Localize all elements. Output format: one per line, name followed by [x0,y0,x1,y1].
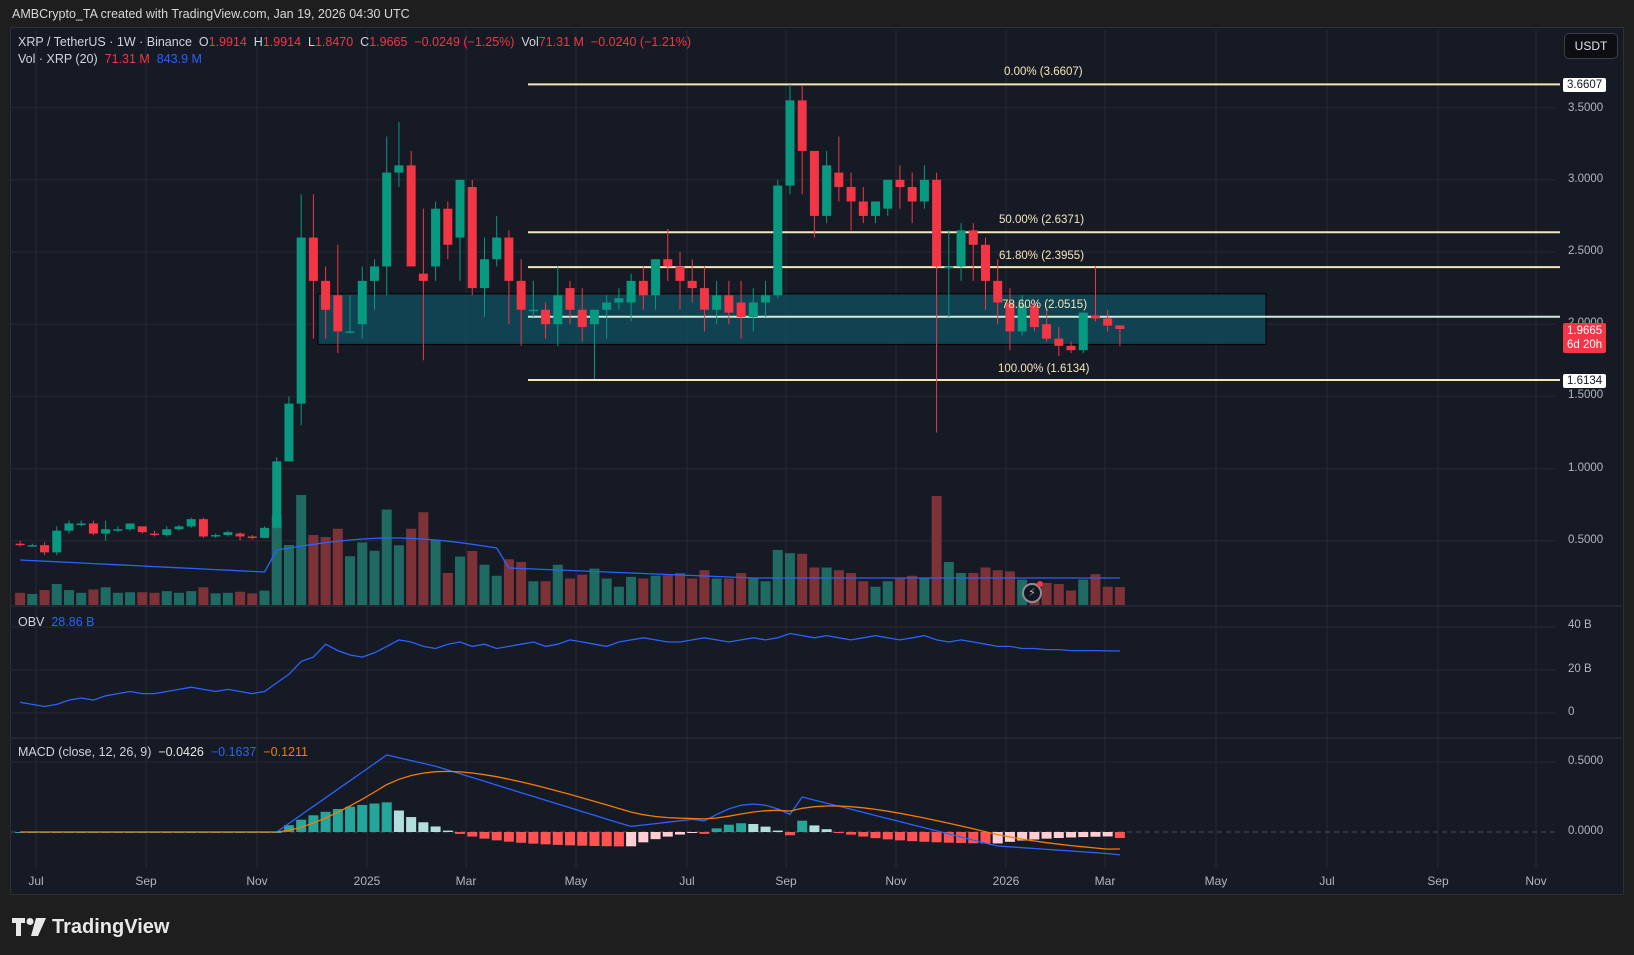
volume-legend: Vol · XRP (20) 71.31 M 843.9 M [18,52,202,66]
symbol-name[interactable]: XRP / TetherUS · 1W · Binance [18,35,192,49]
x-axis-label: Nov [246,874,268,888]
current-price-tag: 1.9665 6d 20h [1563,323,1607,353]
x-axis-label: Jul [28,874,44,888]
fib-bottom-price-tag: 1.6134 [1563,374,1607,388]
price-tick: 3.0000 [1568,173,1604,185]
macd-tick: 0.5000 [1568,755,1604,767]
obv-tick: 20 B [1568,663,1592,675]
price-tick: 3.5000 [1568,102,1604,114]
macd-signal-value: −0.1211 [263,745,308,759]
x-axis-label: Sep [135,874,157,888]
obv-tick: 0 [1568,706,1575,718]
high-value: 1.9914 [262,35,302,49]
macd-line-value: −0.1637 [210,745,257,759]
low-value: 1.8470 [314,35,354,49]
x-axis-label: Mar [1094,874,1116,888]
volume-ma-value: 843.9 M [156,52,202,66]
macd-tick: 0.0000 [1568,825,1604,837]
notification-dot [1037,581,1043,587]
price-tick: 2.5000 [1568,245,1604,257]
volume-value: 71.31 M [104,52,150,66]
fib-label-0: 0.00% (3.6607) [1004,66,1083,78]
fib-label-61-8: 61.80% (2.3955) [999,250,1085,262]
low-label: L [308,35,315,49]
candle-countdown: 6d 20h [1567,339,1603,351]
x-axis-label: 2025 [353,874,381,888]
open-label: O [198,35,209,49]
macd-label[interactable]: MACD (close, 12, 26, 9) [18,745,152,759]
x-axis-label: May [1204,874,1228,888]
caption-bar: AMBCrypto_TA created with TradingView.co… [0,0,1634,27]
vol-value: 71.31 M [538,35,584,49]
brand-name: TradingView [52,915,170,938]
x-axis-label: Jul [1319,874,1335,888]
obv-label[interactable]: OBV [18,615,45,629]
obv-legend: OBV 28.86 B [18,615,94,629]
macd-histogram-value: −0.0426 [158,745,204,759]
change-value: −0.0249 (−1.25%) [414,35,515,49]
close-label: C [360,35,370,49]
vol-label: Vol [521,35,539,49]
x-axis-label: 2026 [992,874,1020,888]
volume-label[interactable]: Vol · XRP (20) [18,52,98,66]
x-axis-label: May [564,874,588,888]
symbol-legend: XRP / TetherUS · 1W · Binance O1.9914 H1… [18,35,691,49]
tradingview-logo[interactable]: TradingView [12,914,169,940]
x-axis-label: Jul [679,874,695,888]
obv-value: 28.86 B [51,615,95,629]
x-axis-label: Sep [1427,874,1449,888]
high-label: H [253,35,263,49]
open-value: 1.9914 [208,35,247,49]
fib-label-50: 50.00% (2.6371) [999,214,1085,226]
currency-button[interactable]: USDT [1564,33,1618,59]
x-axis-label: Nov [1525,874,1547,888]
tradingview-logo-icon [12,918,46,936]
macd-legend: MACD (close, 12, 26, 9) −0.0426 −0.1637 … [18,745,308,759]
obv-tick: 40 B [1568,619,1592,631]
lightning-alert-icon[interactable]: ⚡ [1022,583,1042,603]
price-tick: 1.0000 [1568,462,1604,474]
current-price: 1.9665 [1567,325,1603,337]
price-tick: 1.5000 [1568,389,1604,401]
caption: AMBCrypto_TA created with TradingView.co… [12,7,410,21]
fib-top-price-tag: 3.6607 [1563,78,1607,92]
x-axis-label: Mar [455,874,477,888]
vol-change: −0.0240 (−1.21%) [590,35,691,49]
x-axis-label: Nov [885,874,907,888]
close-value: 1.9665 [369,35,408,49]
fib-label-100: 100.00% (1.6134) [998,363,1090,375]
x-axis-label: Sep [775,874,797,888]
price-tick: 0.5000 [1568,534,1604,546]
fib-label-78-6: 78.60% (2.0515) [1002,299,1088,311]
